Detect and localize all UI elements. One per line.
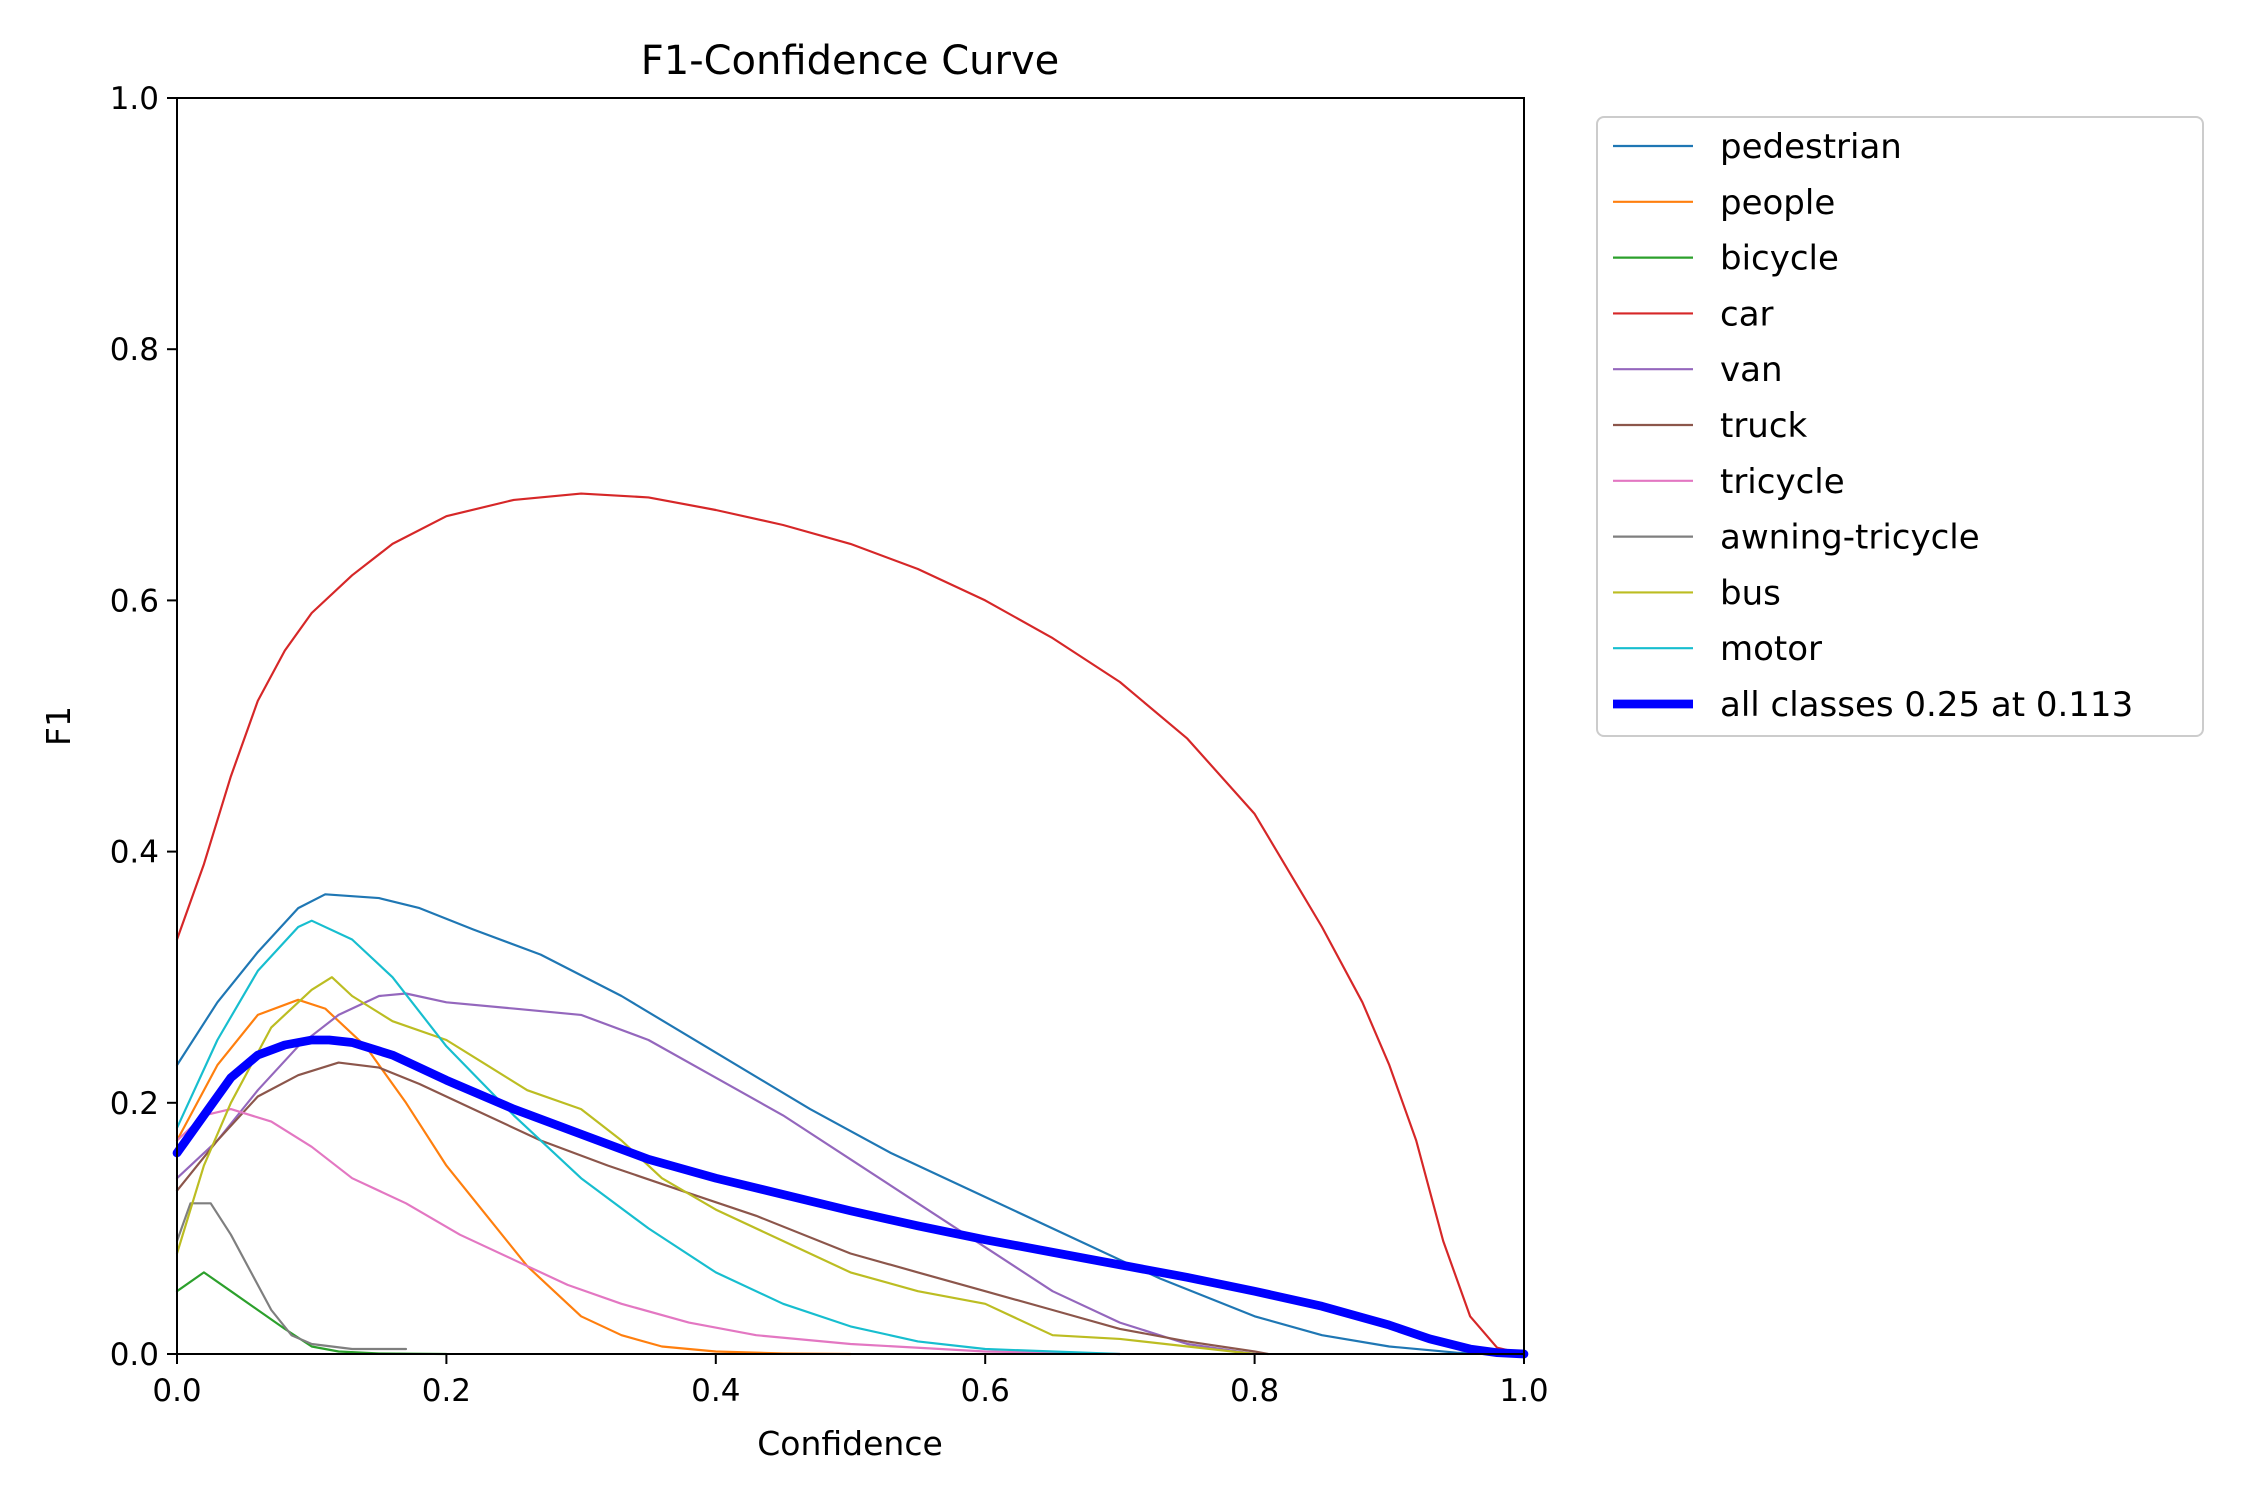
y-axis-label: F1 [39,706,78,746]
x-axis-label: Confidence [757,1424,943,1463]
series-line-truck [175,1061,1270,1356]
x-tick-label: 0.8 [1230,1373,1279,1409]
legend-label: bus [1720,573,1781,613]
x-tick-label: 0.4 [691,1373,740,1409]
series-line-awning-tricycle [175,1202,408,1351]
series-line-people [175,998,852,1356]
x-tick-label: 1.0 [1499,1373,1548,1409]
legend-label: motor [1720,629,1822,669]
x-tick-label: 0.6 [961,1373,1010,1409]
series-line-car [175,492,1526,1356]
legend-label: pedestrian [1720,127,1902,167]
series-line-bus [175,976,1256,1356]
series-line-pedestrian [175,893,1526,1356]
x-tick-label: 0.2 [422,1373,471,1409]
chart-title: F1-Confidence Curve [641,38,1060,84]
series-line-motor [175,919,1121,1356]
legend-label: awning-tricycle [1720,518,1980,558]
legend-label: all classes 0.25 at 0.113 [1720,685,2133,725]
legend: pedestrian people bicycle car van truck tricyc… [1596,116,2204,737]
legend-label: people [1720,183,1835,223]
y-tick-label: 0.0 [110,1337,159,1373]
legend-label: van [1720,350,1783,390]
plot-frame [176,97,1525,1355]
y-tick-label: 0.6 [110,583,159,619]
series-line-all [172,1035,1529,1359]
y-tick-label: 0.4 [110,835,159,871]
legend-frame [1596,116,2204,737]
series-line-bicycle [175,1271,448,1356]
legend-label: bicycle [1720,239,1839,279]
y-tick-label: 0.2 [110,1086,159,1122]
series-line-tricycle [175,1108,1121,1356]
y-tick-label: 1.0 [110,81,159,117]
legend-label: tricycle [1720,462,1845,502]
x-tick-label: 0.0 [152,1373,201,1409]
legend-label: truck [1720,406,1808,446]
y-tick-label: 0.8 [110,332,159,368]
legend-label: car [1720,294,1774,334]
